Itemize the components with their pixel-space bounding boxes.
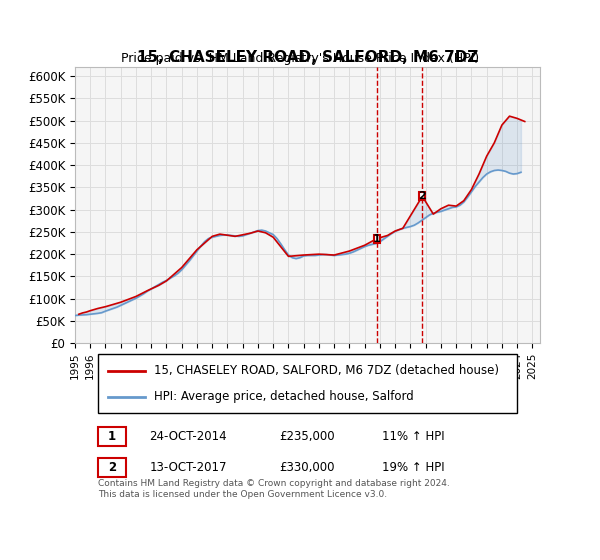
FancyBboxPatch shape xyxy=(419,192,425,200)
Text: £330,000: £330,000 xyxy=(280,461,335,474)
FancyBboxPatch shape xyxy=(374,235,380,242)
Text: 15, CHASELEY ROAD, SALFORD, M6 7DZ (detached house): 15, CHASELEY ROAD, SALFORD, M6 7DZ (deta… xyxy=(154,364,499,377)
FancyBboxPatch shape xyxy=(98,354,517,413)
FancyBboxPatch shape xyxy=(98,458,126,477)
FancyBboxPatch shape xyxy=(98,427,126,446)
Text: HPI: Average price, detached house, Salford: HPI: Average price, detached house, Salf… xyxy=(154,390,414,403)
Text: 11% ↑ HPI: 11% ↑ HPI xyxy=(382,430,445,443)
Text: 2: 2 xyxy=(418,192,426,201)
Text: 1: 1 xyxy=(108,430,116,443)
Text: 24-OCT-2014: 24-OCT-2014 xyxy=(149,430,227,443)
Text: 19% ↑ HPI: 19% ↑ HPI xyxy=(382,461,445,474)
Text: 1: 1 xyxy=(373,234,381,244)
Text: Price paid vs. HM Land Registry's House Price Index (HPI): Price paid vs. HM Land Registry's House … xyxy=(121,52,479,66)
Text: Contains HM Land Registry data © Crown copyright and database right 2024.
This d: Contains HM Land Registry data © Crown c… xyxy=(98,479,450,499)
Text: £235,000: £235,000 xyxy=(280,430,335,443)
Title: 15, CHASELEY ROAD, SALFORD, M6 7DZ: 15, CHASELEY ROAD, SALFORD, M6 7DZ xyxy=(137,50,478,64)
Text: 2: 2 xyxy=(108,461,116,474)
Text: 13-OCT-2017: 13-OCT-2017 xyxy=(149,461,227,474)
